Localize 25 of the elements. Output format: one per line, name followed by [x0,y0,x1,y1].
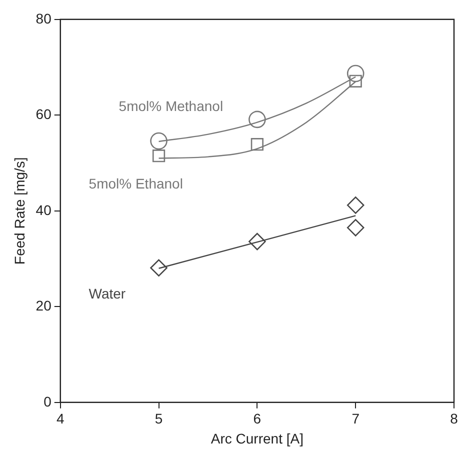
point [152,150,166,162]
x-axis-title: Arc Current [A] [210,430,304,446]
x-tick-label: 8 [450,410,458,427]
y-tick-label: 40 [36,202,52,218]
x-tick-label: 7 [352,410,360,427]
x-tick-label: 4 [56,410,64,427]
point [150,259,168,277]
point [248,232,266,250]
y-tick-label: 60 [36,106,52,122]
point [250,138,264,151]
point [150,132,168,150]
y-tick-label: 80 [36,10,52,26]
y-tick-label: 0 [44,393,52,410]
point [346,64,364,82]
x-tick-label: 5 [154,410,163,427]
point [248,110,266,128]
point [349,74,362,88]
series-label: 5mol% Ethanol [88,176,183,192]
text: Water [88,286,126,302]
point [346,219,364,236]
y-axis-title: Feed Rate [mg/s] [11,157,28,265]
x-tick-label: 6 [253,410,262,427]
series-label: 5mol% Methanol [118,98,224,114]
point [346,196,364,214]
y-tick-label: 20 [36,298,52,314]
